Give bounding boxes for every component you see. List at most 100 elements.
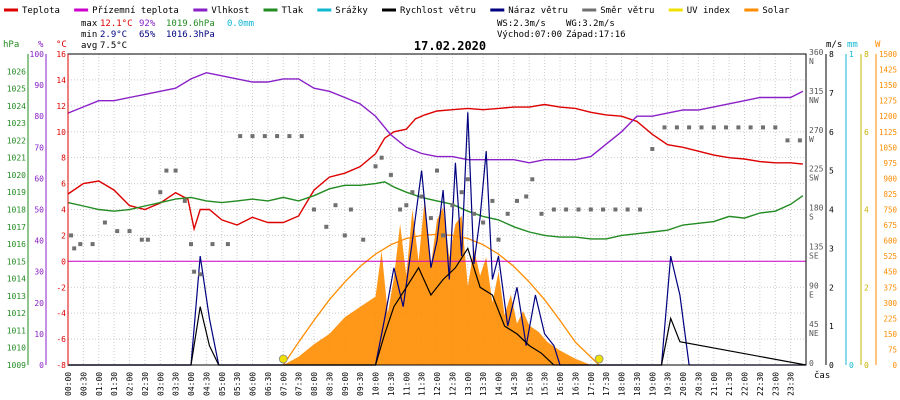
direction-compass-8: N xyxy=(809,57,814,66)
wind-direction-point xyxy=(102,220,107,225)
wind-direction-point xyxy=(625,207,630,212)
x-tick-41: 20:30 xyxy=(694,372,703,396)
legend-label-4: Srážky xyxy=(335,6,368,16)
temperature-tick-11: 14 xyxy=(56,76,66,85)
wind-direction-point xyxy=(145,237,150,242)
wind-direction-point xyxy=(481,220,486,225)
solar-tick-7: 525 xyxy=(883,252,897,261)
solar-tick-19: 1425 xyxy=(879,66,897,75)
series-layer xyxy=(67,71,807,366)
wind-direction-point xyxy=(127,229,132,234)
direction-tick-1: 45 xyxy=(809,320,819,329)
x-tick-23: 11:30 xyxy=(418,372,427,396)
pressure-tick-2: 1011 xyxy=(7,326,26,335)
x-tick-45: 22:30 xyxy=(756,372,765,396)
sun-markers xyxy=(278,354,604,364)
temp-unit: °C xyxy=(56,40,67,50)
solar-layer xyxy=(282,199,600,366)
wind-direction-point xyxy=(388,172,393,177)
temperature-tick-5: 2 xyxy=(61,231,66,240)
solar-tick-17: 1275 xyxy=(879,97,897,106)
x-tick-35: 17:30 xyxy=(602,372,611,396)
wind-direction-point xyxy=(505,211,510,216)
x-tick-34: 17:00 xyxy=(587,372,596,396)
wind-direction-point xyxy=(182,198,187,203)
x-tick-27: 13:30 xyxy=(479,372,488,396)
wind-direction-point xyxy=(373,164,378,169)
wind-tick-7: 7 xyxy=(829,89,834,98)
wind-direction-point xyxy=(192,269,197,274)
x-tick-11: 05:30 xyxy=(233,372,242,396)
x-tick-1: 00:30 xyxy=(79,372,88,396)
wind-direction-point xyxy=(797,138,802,143)
wind-direction-point xyxy=(564,207,569,212)
uv-tick-1: 2 xyxy=(864,283,869,292)
solar-tick-16: 1200 xyxy=(879,112,898,121)
sun-marker-0 xyxy=(278,354,288,364)
temperature-tick-3: -2 xyxy=(56,283,66,292)
solar-tick-14: 1050 xyxy=(879,143,898,152)
temperature-tick-0: -8 xyxy=(56,361,66,370)
solar-tick-1: 75 xyxy=(888,345,897,354)
wind-direction-point xyxy=(90,242,95,247)
x-tick-40: 20:00 xyxy=(679,372,688,396)
direction-tick-0: 0 xyxy=(809,359,814,368)
pressure-tick-7: 1016 xyxy=(7,240,26,249)
solar-tick-15: 1125 xyxy=(879,128,897,137)
temperature-tick-10: 12 xyxy=(56,102,66,111)
legend-label-5: Rychlost větru xyxy=(400,6,476,16)
temperature-tick-4: 0 xyxy=(61,257,66,266)
wind-direction-point xyxy=(158,190,163,195)
x-tick-31: 15:30 xyxy=(541,372,550,396)
solar-area xyxy=(283,199,591,365)
wind-direction-point xyxy=(601,207,605,212)
stats-max-label: max xyxy=(81,19,98,29)
rain-unit: mm xyxy=(847,40,858,50)
pressure-tick-17: 1026 xyxy=(7,67,26,76)
x-tick-25: 12:30 xyxy=(448,372,457,396)
x-tick-24: 12:00 xyxy=(433,372,442,396)
wind-direction-point xyxy=(515,198,519,203)
temperature-tick-8: 8 xyxy=(61,154,66,163)
wind-unit: m/s xyxy=(826,40,842,50)
wind-direction-point xyxy=(78,242,83,247)
x-tick-22: 11:00 xyxy=(402,372,411,396)
wind-direction-point xyxy=(650,147,655,151)
temperature-tick-12: 16 xyxy=(56,50,66,59)
x-tick-15: 07:30 xyxy=(295,372,304,396)
x-tick-28: 14:00 xyxy=(495,372,504,396)
x-tick-17: 08:30 xyxy=(325,372,334,396)
x-tick-8: 04:00 xyxy=(187,372,196,396)
wind-direction-point xyxy=(69,233,74,238)
temperature-tick-2: -4 xyxy=(56,309,66,318)
wind-direction-point xyxy=(699,125,704,130)
series-line-4 xyxy=(68,112,806,366)
pressure-tick-0: 1009 xyxy=(7,361,26,370)
pressure-tick-4: 1013 xyxy=(7,292,26,301)
x-tick-29: 14:30 xyxy=(510,372,519,396)
temperature-tick-9: 10 xyxy=(56,128,66,137)
pressure-tick-12: 1021 xyxy=(7,154,26,163)
wind-tick-5: 5 xyxy=(829,167,834,176)
stats-avg-temp: 7.5°C xyxy=(100,41,127,51)
wind-direction-point xyxy=(551,207,556,212)
wind-tick-2: 2 xyxy=(829,283,834,292)
wind-direction-point xyxy=(773,125,778,130)
wind-direction-point xyxy=(662,125,667,130)
wind-direction-point xyxy=(333,203,338,208)
wind-direction-point xyxy=(465,177,470,182)
direction-compass-1: NE xyxy=(809,329,819,338)
wind-direction-layer xyxy=(69,125,802,277)
solar-tick-0: 0 xyxy=(892,361,897,370)
direction-compass-3: SE xyxy=(809,251,819,260)
wind-direction-point xyxy=(588,207,593,212)
x-tick-9: 04:30 xyxy=(202,372,211,396)
uv-tick-4: 8 xyxy=(864,50,869,59)
wind-tick-0: 0 xyxy=(829,361,834,370)
wind-direction-point xyxy=(238,134,243,139)
wind-tick-4: 4 xyxy=(829,206,834,215)
rain-tick-0: 0 xyxy=(849,361,854,370)
wind-direction-point xyxy=(250,134,255,139)
